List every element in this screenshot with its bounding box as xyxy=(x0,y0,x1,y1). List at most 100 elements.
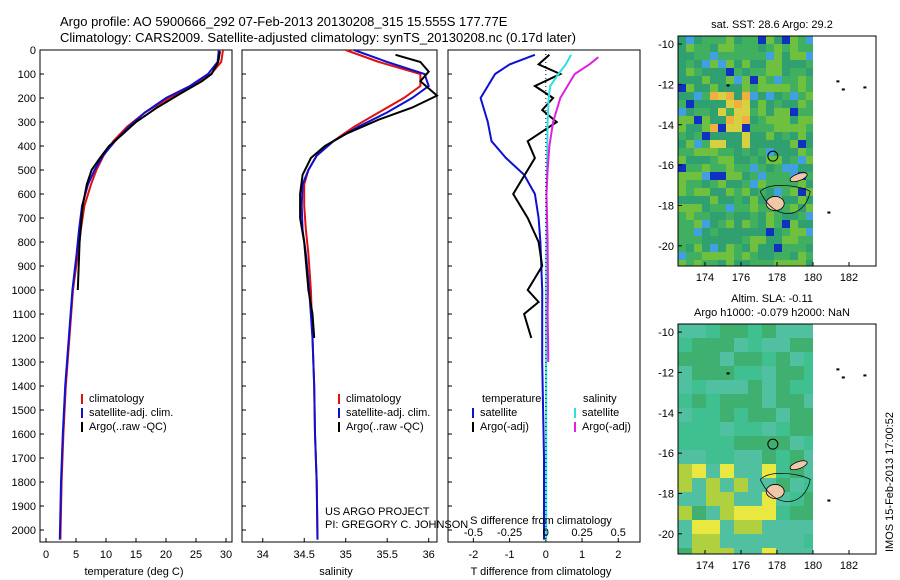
heatmap-cell xyxy=(686,260,694,266)
heatmap-cell xyxy=(782,116,790,124)
heatmap-cell xyxy=(734,352,748,366)
heatmap-cell xyxy=(758,44,766,52)
heatmap-cell xyxy=(694,124,702,132)
heatmap-cell xyxy=(790,92,798,100)
heatmap-cell xyxy=(718,92,726,100)
heatmap-cell xyxy=(742,92,750,100)
heatmap-cell xyxy=(734,172,742,180)
heatmap-cell xyxy=(710,108,718,116)
heatmap-cell xyxy=(790,506,804,520)
heatmap-cell xyxy=(706,394,720,408)
heatmap-cell xyxy=(694,204,702,212)
heatmap-cell xyxy=(720,394,734,408)
heatmap-cell xyxy=(804,506,813,520)
x-tick-label: 180 xyxy=(804,272,822,284)
heatmap-cell xyxy=(758,180,766,188)
heatmap-cell xyxy=(734,188,742,196)
x-tick-label: 174 xyxy=(696,272,714,284)
heatmap-cell xyxy=(686,220,694,228)
y-tick-label: 1300 xyxy=(12,357,36,369)
heatmap-cell xyxy=(790,220,798,228)
heatmap-cell xyxy=(710,52,718,60)
heatmap-cell xyxy=(748,422,762,436)
heatmap-cell xyxy=(734,380,748,394)
heatmap-cell xyxy=(782,188,790,196)
heatmap-cell xyxy=(804,548,813,554)
heatmap-cell xyxy=(694,212,702,220)
heatmap-cell xyxy=(774,180,782,188)
heatmap-cell xyxy=(678,422,692,436)
heatmap-cell xyxy=(762,506,776,520)
heatmap-cell xyxy=(710,148,718,156)
legend-label: climatology xyxy=(89,393,145,405)
heatmap-cell xyxy=(782,180,790,188)
x-tick-label: 2 xyxy=(615,549,621,561)
heatmap-cell xyxy=(742,260,750,266)
heatmap-cell xyxy=(720,492,734,506)
heatmap-cell xyxy=(706,324,720,338)
heatmap-cell xyxy=(774,140,782,148)
heatmap-cell xyxy=(782,196,790,204)
heatmap-cell xyxy=(726,84,734,92)
heatmap-cell xyxy=(798,212,806,220)
heatmap-cell xyxy=(702,252,710,260)
series-line-satellite-adj-clim- xyxy=(58,49,220,540)
x-tick-label: 20 xyxy=(160,549,172,561)
heatmap-cell xyxy=(776,366,790,380)
y-tick-label: -14 xyxy=(658,408,674,420)
heatmap-cell xyxy=(706,380,720,394)
heatmap-cell xyxy=(726,172,734,180)
heatmap-cell xyxy=(692,366,706,380)
heatmap-cell xyxy=(726,52,734,60)
heatmap-cell xyxy=(806,84,813,92)
y-tick-label: 900 xyxy=(18,261,36,273)
credit-line-2: PI: GREGORY C. JOHNSON xyxy=(325,519,468,531)
heatmap-cell xyxy=(742,172,750,180)
heatmap-cell xyxy=(734,464,748,478)
heatmap-cell xyxy=(678,108,686,116)
heatmap-cell xyxy=(806,108,813,116)
heatmap-cell xyxy=(678,172,686,180)
heatmap-cell xyxy=(710,76,718,84)
heatmap-cell xyxy=(694,156,702,164)
heatmap-cell xyxy=(702,204,710,212)
heatmap-cell xyxy=(706,520,720,534)
heatmap-cell xyxy=(750,100,758,108)
heatmap-cell xyxy=(766,44,774,52)
heatmap-cell xyxy=(766,244,774,252)
islet-mark xyxy=(827,499,831,502)
argo-position-marker xyxy=(767,150,779,162)
x-tick-label: 35 xyxy=(340,549,352,561)
heatmap-cell xyxy=(734,132,742,140)
heatmap-cell xyxy=(726,252,734,260)
heatmap-cell xyxy=(726,212,734,220)
x-tick-label: 178 xyxy=(768,560,786,572)
heatmap-cell xyxy=(706,464,720,478)
heatmap-cell xyxy=(718,124,726,132)
y-tick-label: 400 xyxy=(18,141,36,153)
heatmap-cell xyxy=(790,450,804,464)
y-tick-label: 700 xyxy=(18,213,36,225)
x-tick-label: 176 xyxy=(732,272,750,284)
heatmap-cell xyxy=(742,188,750,196)
heatmap-cell xyxy=(798,68,806,76)
heatmap-cell xyxy=(692,478,706,492)
heatmap-cell xyxy=(750,68,758,76)
heatmap-cell xyxy=(694,68,702,76)
heatmap-cell xyxy=(790,422,804,436)
heatmap-cell xyxy=(710,164,718,172)
heatmap-cell xyxy=(750,260,758,266)
heatmap-cell xyxy=(750,44,758,52)
heatmap-cell xyxy=(694,140,702,148)
heatmap-cell xyxy=(806,148,813,156)
heatmap-cell xyxy=(750,148,758,156)
heatmap-cell xyxy=(758,252,766,260)
heatmap-cell xyxy=(702,132,710,140)
heatmap-cell xyxy=(750,92,758,100)
heatmap-cell xyxy=(678,116,686,124)
y-tick-label: 0 xyxy=(30,45,36,57)
heatmap-cell xyxy=(718,252,726,260)
heatmap-cell xyxy=(706,352,720,366)
heatmap-cell xyxy=(748,506,762,520)
heatmap-cell xyxy=(804,534,813,548)
